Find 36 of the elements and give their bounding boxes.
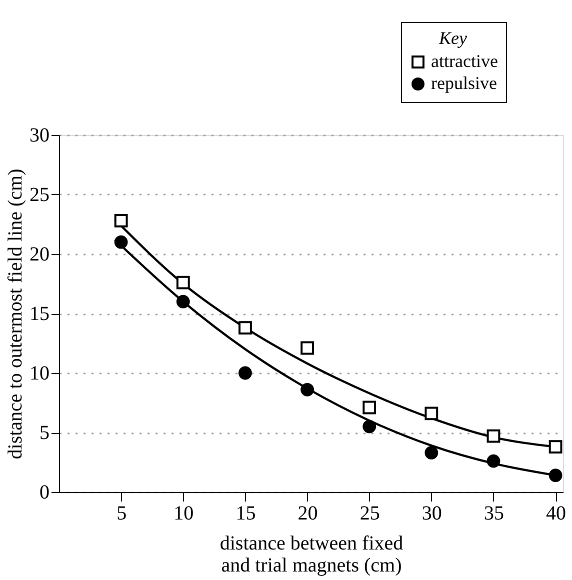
legend-label: attractive [431,51,498,71]
x-tick-label: 15 [236,502,256,524]
y-axis-title: distance to outermost field line (cm) [4,168,26,460]
point [362,400,376,414]
point [114,235,128,249]
point [238,321,252,334]
y-tick-label: 10 [30,362,50,384]
x-axis-title: distance between fixed and trial magnets (cm) [220,532,404,576]
x-tick-label: 30 [422,502,442,524]
point [548,468,562,482]
x-tick-label: 10 [174,502,194,524]
y-tick-label: 15 [30,303,50,325]
point [362,420,376,434]
point [486,454,500,468]
y-tick-label: 5 [40,422,50,444]
point [424,406,438,420]
legend-title: Key [438,28,468,48]
point [238,366,252,380]
y-tick-label: 25 [30,184,50,206]
point [486,429,500,443]
point [114,214,128,228]
legend-label: repulsive [431,73,497,93]
y-tick-label: 0 [40,482,50,504]
point [424,446,438,460]
y-tick-label: 30 [30,124,50,146]
x-tick-label: 5 [116,502,127,524]
y-tick-label: 20 [30,244,50,266]
point [300,341,314,355]
point [300,382,314,396]
x-tick-label: 35 [484,502,504,524]
x-tick-label: 40 [546,502,566,524]
x-tick-label: 20 [298,502,318,524]
point [176,294,190,308]
point [548,440,562,454]
point [176,276,190,290]
x-tick-label: 25 [360,502,380,524]
